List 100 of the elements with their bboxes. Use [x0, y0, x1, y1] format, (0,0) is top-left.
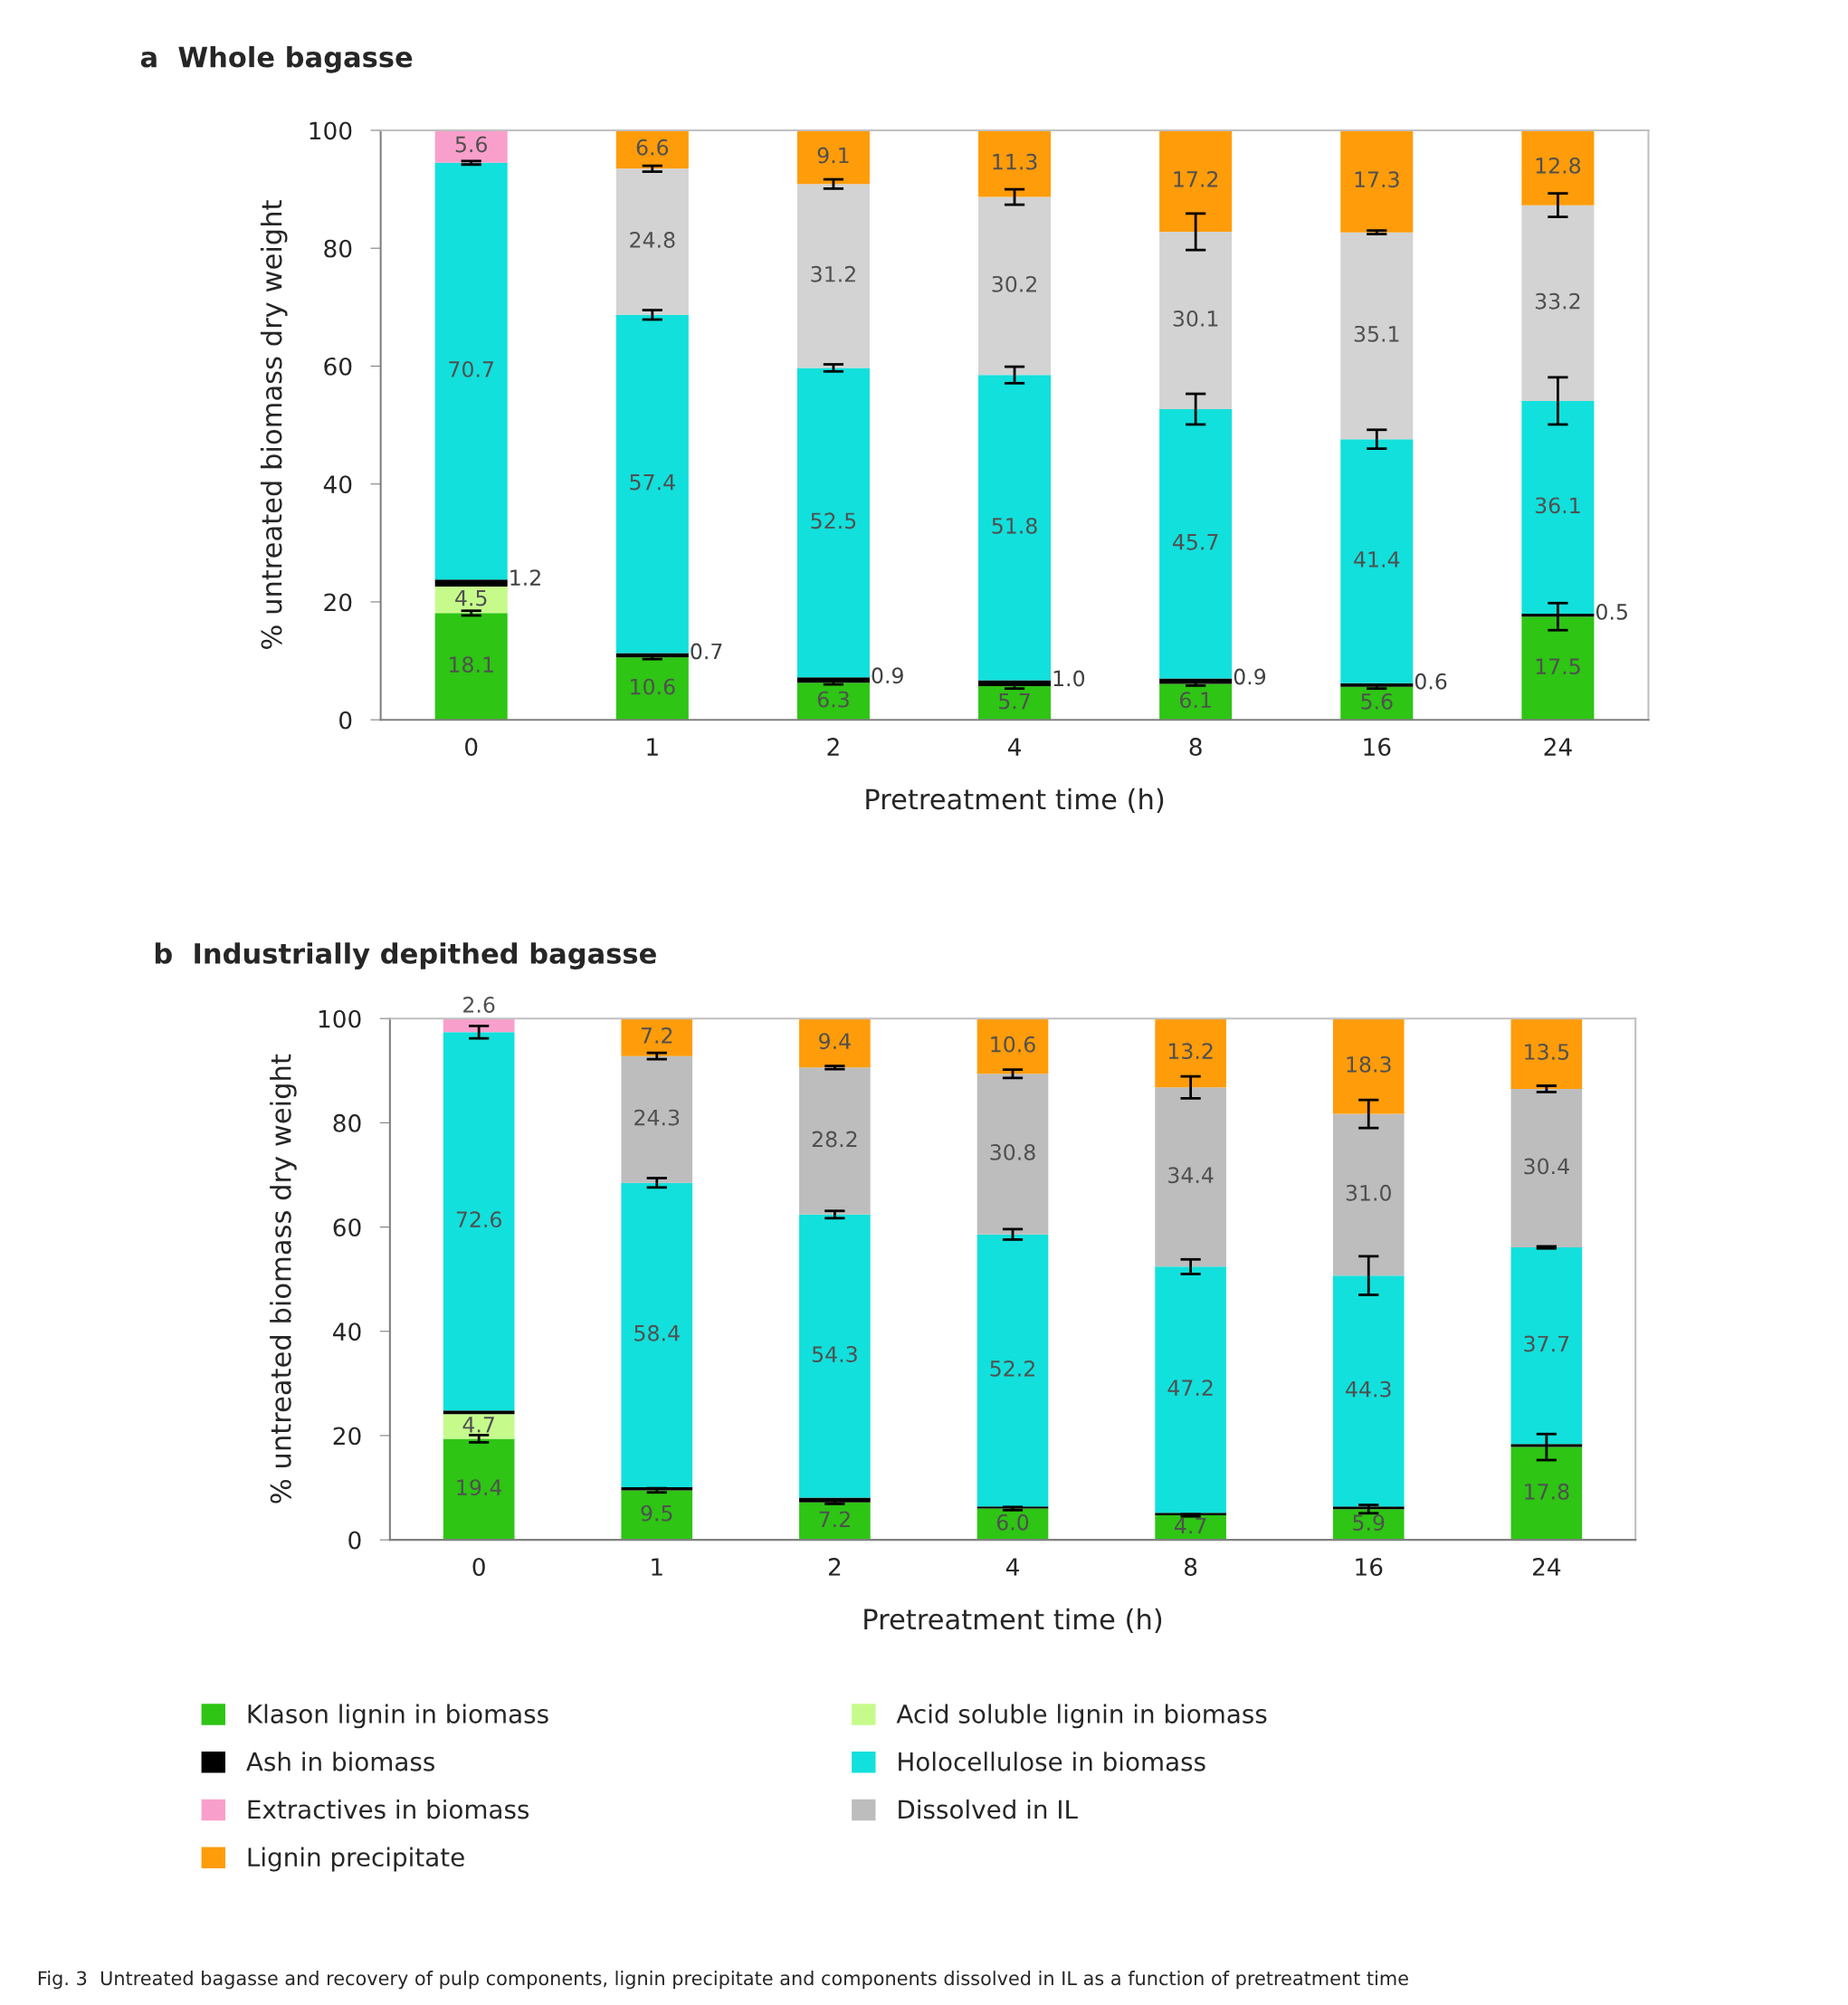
data-label: 44.3 [1346, 1380, 1391, 1398]
legend-label: Dissolved in IL [899, 1799, 1078, 1819]
y-tick-label: 60 [324, 357, 352, 376]
bar [1510, 1247, 1583, 1445]
y-tick-label: 40 [323, 475, 352, 494]
x-tick-label: 8 [1189, 738, 1202, 757]
data-label: 6.3 [817, 691, 849, 708]
x-axis-title: Pretreatment time (h) [866, 788, 1164, 813]
y-tick-label: 60 [333, 1218, 361, 1236]
data-label: 52.2 [990, 1360, 1034, 1377]
x-tick-label: 4 [1007, 738, 1021, 756]
bar [1159, 683, 1233, 721]
x-tick-label: 16 [1364, 738, 1391, 757]
data-label: 0.9 [1234, 668, 1266, 685]
data-label: 18.3 [1347, 1055, 1391, 1073]
bar [796, 129, 870, 185]
y-tick-label: 0 [348, 1531, 361, 1550]
data-label: 5.9 [1353, 1514, 1385, 1531]
bar [1521, 129, 1595, 205]
data-label: 12.8 [1536, 157, 1581, 174]
data-label: 4.7 [462, 1417, 494, 1433]
data-label: 18.1 [450, 656, 493, 673]
bar [799, 1018, 871, 1068]
bar [1332, 1506, 1405, 1510]
data-label: 17.2 [1174, 170, 1218, 187]
bar [1159, 129, 1233, 232]
data-label: 0.7 [691, 643, 722, 660]
data-label: 13.2 [1168, 1043, 1213, 1060]
bar [799, 1502, 871, 1541]
bar [443, 1018, 515, 1033]
data-label: 6.1 [1180, 692, 1211, 709]
data-label: 0.5 [1596, 603, 1627, 620]
data-label: 30.2 [992, 275, 1036, 292]
data-label: 10.6 [631, 678, 675, 695]
bar [615, 657, 689, 721]
data-label: 0.9 [872, 667, 903, 684]
data-label: 31.0 [1346, 1184, 1391, 1201]
bar [1510, 1018, 1583, 1089]
data-label: 0.6 [1415, 673, 1447, 690]
bar [434, 579, 508, 587]
data-label: 35.1 [1354, 325, 1399, 342]
bar [1521, 400, 1595, 614]
bar [1521, 205, 1595, 401]
data-label: 58.4 [634, 1324, 680, 1341]
y-tick-label: 0 [339, 711, 352, 730]
data-label: 4.7 [1175, 1517, 1206, 1534]
legend-label: Ash in biomass [246, 1752, 434, 1771]
chart-title: b Industrially depithed bagasse [155, 942, 656, 970]
data-label: 17.3 [1355, 171, 1399, 188]
bar [434, 613, 508, 721]
y-tick-label: 20 [333, 1427, 361, 1446]
bar [1155, 1266, 1226, 1513]
x-axis-title: Pretreatment time (h) [864, 1608, 1162, 1633]
bar [799, 1214, 871, 1498]
data-label: 24.3 [634, 1109, 680, 1126]
data-label: 9.4 [819, 1033, 851, 1050]
bar [1340, 439, 1414, 683]
x-tick-label: 2 [827, 738, 839, 756]
bar [978, 129, 1052, 197]
legend-label: Klason lignin in biomass [248, 1704, 548, 1729]
bar [621, 1018, 693, 1056]
bar [976, 1234, 1049, 1507]
bar [1332, 1275, 1405, 1507]
y-axis-title: % untreated biomass dry weight [270, 1054, 297, 1504]
legend-label: Lignin precipitate [248, 1847, 464, 1872]
data-label: 5.6 [455, 136, 487, 153]
bar [434, 587, 508, 614]
data-label: 36.1 [1535, 497, 1580, 514]
legend-label: Holocellulose in biomass [899, 1752, 1205, 1771]
data-label: 47.2 [1167, 1380, 1213, 1396]
data-label: 28.2 [812, 1131, 857, 1148]
y-tick-label: 80 [324, 239, 352, 258]
bar [443, 1438, 515, 1541]
bar [1521, 616, 1595, 721]
data-label: 7.2 [819, 1511, 850, 1527]
data-label: 45.7 [1173, 534, 1218, 550]
data-label: 57.4 [630, 474, 675, 491]
bar [978, 686, 1052, 721]
bar [796, 683, 870, 721]
bar [1332, 1113, 1405, 1276]
bar [621, 1055, 693, 1183]
data-label: 9.5 [641, 1504, 672, 1522]
bar [443, 1410, 515, 1415]
data-label: 6.0 [996, 1513, 1029, 1531]
data-label: 51.8 [992, 517, 1037, 534]
bar [443, 1414, 515, 1439]
data-label: 5.6 [1361, 692, 1393, 710]
x-tick-label: 4 [1005, 1558, 1019, 1576]
data-label: 5.7 [999, 692, 1030, 710]
bar [1332, 1018, 1405, 1114]
bar [434, 129, 508, 163]
data-label: 30.8 [990, 1143, 1035, 1160]
data-label: 33.2 [1535, 292, 1580, 310]
data-label: 52.5 [811, 512, 856, 530]
y-tick-label: 100 [319, 1009, 361, 1028]
data-label: 6.6 [636, 138, 669, 156]
data-label: 30.4 [1524, 1158, 1569, 1175]
x-tick-label: 2 [828, 1558, 841, 1576]
legend-label: Extractives in biomass [248, 1799, 529, 1819]
x-tick-label: 24 [1544, 738, 1572, 756]
